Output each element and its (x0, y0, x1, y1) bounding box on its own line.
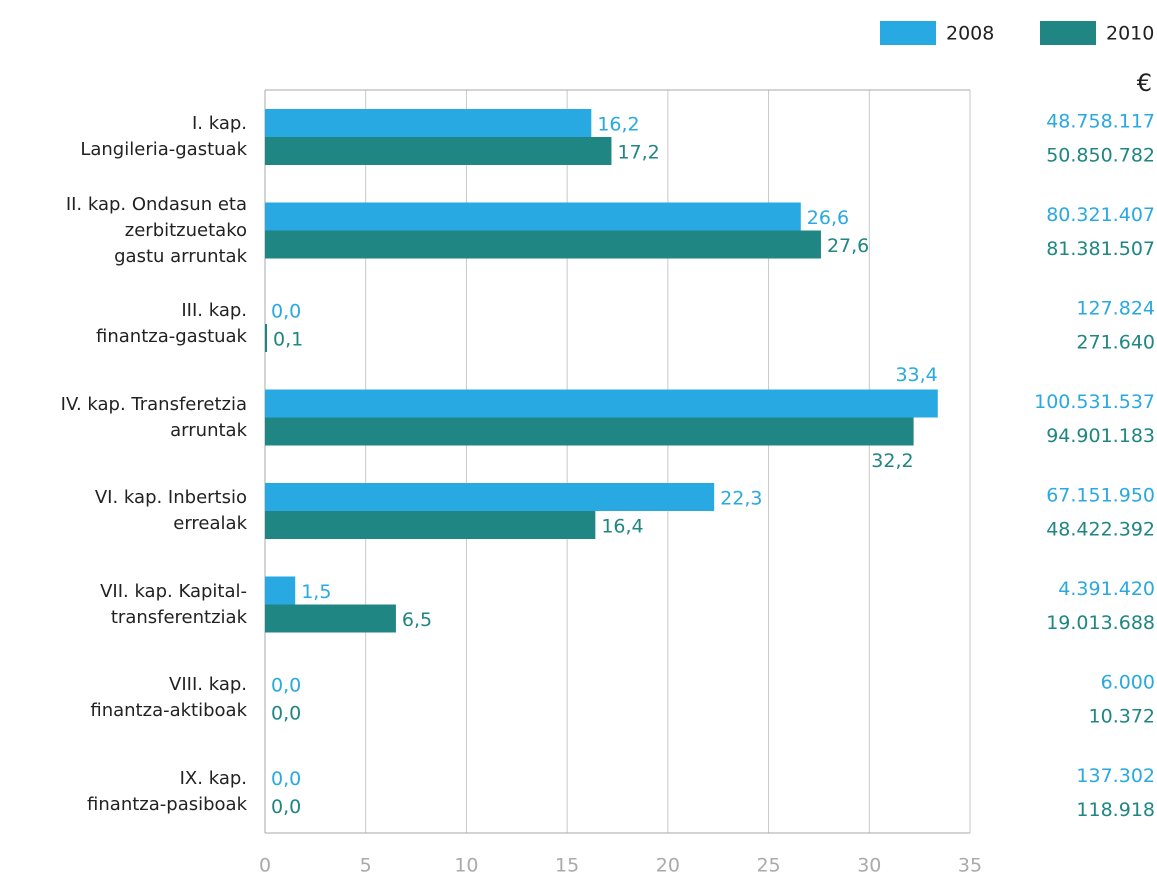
bar (265, 483, 715, 511)
value-label: 0,0 (271, 768, 301, 790)
value-label: 0,1 (273, 329, 303, 351)
legend-label: 2008 (946, 23, 994, 45)
amount: 137.302 (1076, 765, 1155, 787)
value-label: 16,4 (601, 516, 643, 538)
bar (265, 230, 821, 259)
bar (265, 137, 612, 165)
amount: 48.758.117 (1046, 111, 1155, 133)
amount: 271.640 (1076, 332, 1155, 354)
amount: 48.422.392 (1046, 519, 1155, 541)
category-label: IV. kap. Transferetzia arruntak (60, 393, 247, 441)
x-tick-label: 25 (756, 855, 780, 876)
category-label: VII. kap. Kapital- transferentziak (100, 580, 247, 628)
legend-swatch (1040, 21, 1096, 45)
amount: 81.381.507 (1046, 238, 1155, 260)
x-tick-label: 0 (259, 855, 271, 876)
category-label: III. kap. finantza-gastuak (96, 300, 247, 347)
amount: 100.531.537 (1034, 391, 1155, 413)
x-tick-label: 35 (958, 855, 982, 876)
category-label: VIII. kap. finantza-aktiboak (90, 674, 247, 721)
value-label: 22,3 (720, 488, 762, 510)
amount: 127.824 (1076, 298, 1155, 320)
bar (265, 576, 296, 605)
value-label: 0,0 (271, 301, 301, 323)
x-tick-label: 20 (656, 855, 680, 876)
amount: 118.918 (1076, 799, 1155, 821)
x-tick-label: 15 (555, 855, 579, 876)
legend-label: 2010 (1106, 23, 1154, 45)
value-label: 32,2 (871, 450, 913, 472)
value-label: 6,5 (402, 609, 432, 631)
bar (265, 604, 396, 633)
value-label: 0,0 (271, 703, 301, 725)
legend-swatch (880, 21, 936, 45)
bar (265, 324, 268, 352)
value-label: 0,0 (271, 675, 301, 697)
value-label: 1,5 (301, 581, 331, 603)
value-label: 26,6 (807, 207, 849, 229)
amount: 4.391.420 (1058, 578, 1155, 600)
amount: 10.372 (1089, 706, 1155, 728)
category-label: II. kap. Ondasun eta zerbitzuetako gastu… (65, 193, 247, 267)
bar (265, 109, 592, 137)
value-label: 17,2 (617, 142, 659, 164)
bar (265, 389, 938, 418)
amount: 94.901.183 (1046, 425, 1155, 447)
value-label: 0,0 (271, 796, 301, 818)
amount: 67.151.950 (1046, 485, 1155, 507)
category-label: I. kap. Langileria-gastuak (80, 113, 247, 160)
category-label: VI. kap. Inbertsio errealak (94, 487, 247, 534)
value-label: 16,2 (597, 114, 639, 136)
amount: 19.013.688 (1046, 612, 1155, 634)
category-label: IX. kap. finantza-pasiboak (87, 767, 247, 815)
value-label: 27,6 (827, 235, 869, 257)
value-label: 33,4 (895, 364, 937, 386)
bar (265, 511, 596, 539)
amount: 80.321.407 (1046, 204, 1155, 226)
x-tick-label: 5 (360, 855, 372, 876)
amount: 6.000 (1101, 672, 1155, 694)
amount: 50.850.782 (1046, 145, 1155, 167)
x-tick-label: 10 (454, 855, 478, 876)
bar (265, 417, 914, 446)
bar (265, 202, 801, 231)
amount-unit: € (1137, 69, 1152, 97)
x-tick-label: 30 (857, 855, 881, 876)
